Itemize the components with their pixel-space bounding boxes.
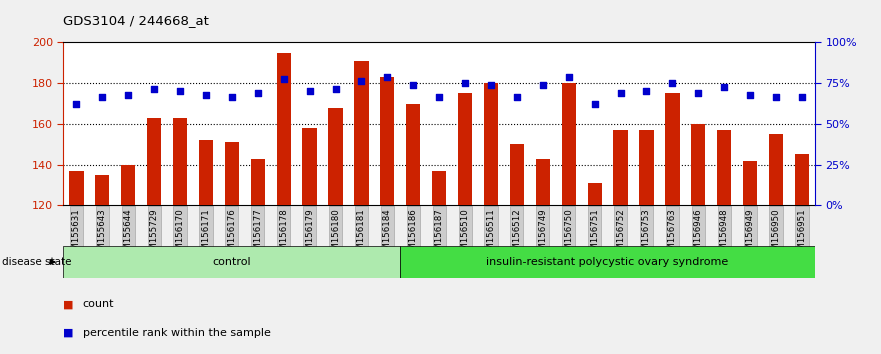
Bar [329, 108, 343, 205]
Point [406, 82, 420, 88]
Bar [354, 61, 368, 205]
Point [458, 80, 472, 86]
Bar [536, 159, 550, 205]
Bar [458, 93, 472, 205]
Point [743, 93, 757, 98]
Text: ■: ■ [63, 328, 74, 338]
Bar [432, 171, 447, 205]
Bar [147, 118, 161, 205]
Point [251, 91, 265, 96]
Bar [63, 246, 400, 278]
Bar [484, 83, 498, 205]
Bar [225, 142, 239, 205]
Bar [173, 118, 187, 205]
Point [484, 82, 498, 88]
Point [769, 95, 783, 100]
Bar [717, 130, 731, 205]
Point [588, 101, 602, 107]
Bar [665, 93, 679, 205]
Point [381, 74, 395, 80]
Point [122, 93, 136, 98]
Point [70, 101, 84, 107]
Bar [743, 160, 758, 205]
Bar [95, 175, 109, 205]
Text: disease state: disease state [2, 257, 71, 267]
Point [329, 86, 343, 92]
Bar [400, 246, 828, 278]
Point [302, 88, 316, 94]
Point [795, 95, 809, 100]
Bar [510, 144, 524, 205]
Bar [277, 53, 291, 205]
Point [717, 85, 731, 90]
Point [225, 95, 239, 100]
Bar [70, 171, 84, 205]
Text: GDS3104 / 244668_at: GDS3104 / 244668_at [63, 14, 210, 27]
Bar [692, 124, 706, 205]
Point [147, 86, 161, 92]
Point [692, 91, 706, 96]
Text: ■: ■ [63, 299, 74, 309]
Bar [406, 103, 420, 205]
Point [277, 76, 291, 82]
Point [536, 82, 550, 88]
Point [613, 91, 627, 96]
Bar [199, 140, 213, 205]
Point [199, 93, 213, 98]
Point [432, 95, 446, 100]
Bar [795, 154, 809, 205]
Point [354, 78, 368, 84]
Bar [251, 159, 265, 205]
Text: percentile rank within the sample: percentile rank within the sample [83, 328, 270, 338]
Point [665, 80, 679, 86]
Bar [302, 128, 317, 205]
Bar [588, 183, 602, 205]
Point [95, 95, 109, 100]
Bar [613, 130, 627, 205]
Bar [381, 77, 395, 205]
Bar [121, 165, 136, 205]
Bar [640, 130, 654, 205]
Text: count: count [83, 299, 115, 309]
Text: insulin-resistant polycystic ovary syndrome: insulin-resistant polycystic ovary syndr… [486, 257, 729, 267]
Point [173, 88, 187, 94]
Bar [769, 134, 783, 205]
Point [510, 95, 524, 100]
Point [562, 74, 576, 80]
Bar [561, 83, 576, 205]
Point [640, 88, 654, 94]
Text: control: control [212, 257, 251, 267]
